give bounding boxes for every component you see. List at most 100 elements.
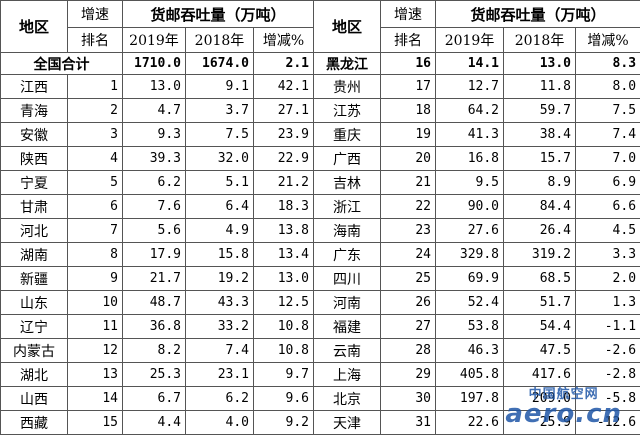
rank-cell: 16 bbox=[381, 53, 436, 75]
rank-cell: 8 bbox=[68, 243, 123, 267]
value-2019-cell: 64.2 bbox=[436, 99, 504, 123]
rank-cell: 20 bbox=[381, 147, 436, 171]
header-2018-left: 2018年 bbox=[186, 28, 254, 53]
region-name: 宁夏 bbox=[1, 171, 68, 195]
region-name: 河北 bbox=[1, 219, 68, 243]
change-cell: 21.2 bbox=[254, 171, 314, 195]
value-2019-cell: 329.8 bbox=[436, 243, 504, 267]
rank-cell: 3 bbox=[68, 123, 123, 147]
header-throughput-right: 货邮吞吐量（万吨） bbox=[436, 1, 640, 28]
value-2018-cell: 84.4 bbox=[504, 195, 576, 219]
value-2018-cell: 13.0 bbox=[504, 53, 576, 75]
value-2019-cell: 197.8 bbox=[436, 387, 504, 411]
change-cell: 7.5 bbox=[576, 99, 640, 123]
region-name: 重庆 bbox=[314, 123, 381, 147]
total-change: 2.1 bbox=[254, 53, 314, 75]
value-2018-cell: 319.2 bbox=[504, 243, 576, 267]
header-change-left: 增减% bbox=[254, 28, 314, 53]
value-2018-cell: 54.4 bbox=[504, 315, 576, 339]
value-2019-cell: 5.6 bbox=[123, 219, 186, 243]
value-2018-cell: 47.5 bbox=[504, 339, 576, 363]
rank-cell: 12 bbox=[68, 339, 123, 363]
change-cell: 6.6 bbox=[576, 195, 640, 219]
change-cell: 10.8 bbox=[254, 339, 314, 363]
region-name: 甘肃 bbox=[1, 195, 68, 219]
change-cell: 1.3 bbox=[576, 291, 640, 315]
value-2019-cell: 12.7 bbox=[436, 75, 504, 99]
region-name: 吉林 bbox=[314, 171, 381, 195]
value-2018-cell: 15.7 bbox=[504, 147, 576, 171]
region-name: 陕西 bbox=[1, 147, 68, 171]
header-rank-bottom-left: 排名 bbox=[68, 28, 123, 53]
rank-cell: 7 bbox=[68, 219, 123, 243]
region-name: 上海 bbox=[314, 363, 381, 387]
change-cell: 27.1 bbox=[254, 99, 314, 123]
value-2018-cell: 59.7 bbox=[504, 99, 576, 123]
change-cell: 13.8 bbox=[254, 219, 314, 243]
region-name: 新疆 bbox=[1, 267, 68, 291]
header-region-right: 地区 bbox=[314, 1, 381, 53]
value-2019-cell: 53.8 bbox=[436, 315, 504, 339]
header-change-right: 增减% bbox=[576, 28, 640, 53]
value-2019-cell: 9.5 bbox=[436, 171, 504, 195]
rank-cell: 6 bbox=[68, 195, 123, 219]
region-name: 福建 bbox=[314, 315, 381, 339]
region-name: 贵州 bbox=[314, 75, 381, 99]
rank-cell: 14 bbox=[68, 387, 123, 411]
rank-cell: 1 bbox=[68, 75, 123, 99]
rank-cell: 18 bbox=[381, 99, 436, 123]
value-2018-cell: 5.1 bbox=[186, 171, 254, 195]
value-2018-cell: 11.8 bbox=[504, 75, 576, 99]
value-2018-cell: 7.4 bbox=[186, 339, 254, 363]
value-2019-cell: 16.8 bbox=[436, 147, 504, 171]
total-2018: 1674.0 bbox=[186, 53, 254, 75]
region-name: 海南 bbox=[314, 219, 381, 243]
value-2019-cell: 17.9 bbox=[123, 243, 186, 267]
value-2018-cell: 6.4 bbox=[186, 195, 254, 219]
value-2019-cell: 21.7 bbox=[123, 267, 186, 291]
value-2019-cell: 46.3 bbox=[436, 339, 504, 363]
change-cell: 3.3 bbox=[576, 243, 640, 267]
change-cell: 6.9 bbox=[576, 171, 640, 195]
value-2019-cell: 69.9 bbox=[436, 267, 504, 291]
change-cell: 42.1 bbox=[254, 75, 314, 99]
value-2019-cell: 39.3 bbox=[123, 147, 186, 171]
value-2019-cell: 6.7 bbox=[123, 387, 186, 411]
rank-cell: 24 bbox=[381, 243, 436, 267]
region-name: 广西 bbox=[314, 147, 381, 171]
rank-cell: 22 bbox=[381, 195, 436, 219]
region-name: 辽宁 bbox=[1, 315, 68, 339]
watermark-en-text: aero.cn bbox=[505, 401, 622, 427]
value-2018-cell: 43.3 bbox=[186, 291, 254, 315]
rank-cell: 5 bbox=[68, 171, 123, 195]
region-name: 湖南 bbox=[1, 243, 68, 267]
value-2019-cell: 405.8 bbox=[436, 363, 504, 387]
change-cell: -1.1 bbox=[576, 315, 640, 339]
change-cell: 10.8 bbox=[254, 315, 314, 339]
rank-cell: 10 bbox=[68, 291, 123, 315]
change-cell: -2.6 bbox=[576, 339, 640, 363]
value-2018-cell: 51.7 bbox=[504, 291, 576, 315]
region-name: 江苏 bbox=[314, 99, 381, 123]
header-rank-top-left: 增速 bbox=[68, 1, 123, 28]
value-2018-cell: 33.2 bbox=[186, 315, 254, 339]
value-2019-cell: 25.3 bbox=[123, 363, 186, 387]
value-2019-cell: 90.0 bbox=[436, 195, 504, 219]
header-region-left: 地区 bbox=[1, 1, 68, 53]
region-name: 山西 bbox=[1, 387, 68, 411]
header-rank-bottom-right: 排名 bbox=[381, 28, 436, 53]
rank-cell: 4 bbox=[68, 147, 123, 171]
total-label: 全国合计 bbox=[1, 53, 123, 75]
change-cell: 4.5 bbox=[576, 219, 640, 243]
region-name: 内蒙古 bbox=[1, 339, 68, 363]
header-rank-top-right: 增速 bbox=[381, 1, 436, 28]
